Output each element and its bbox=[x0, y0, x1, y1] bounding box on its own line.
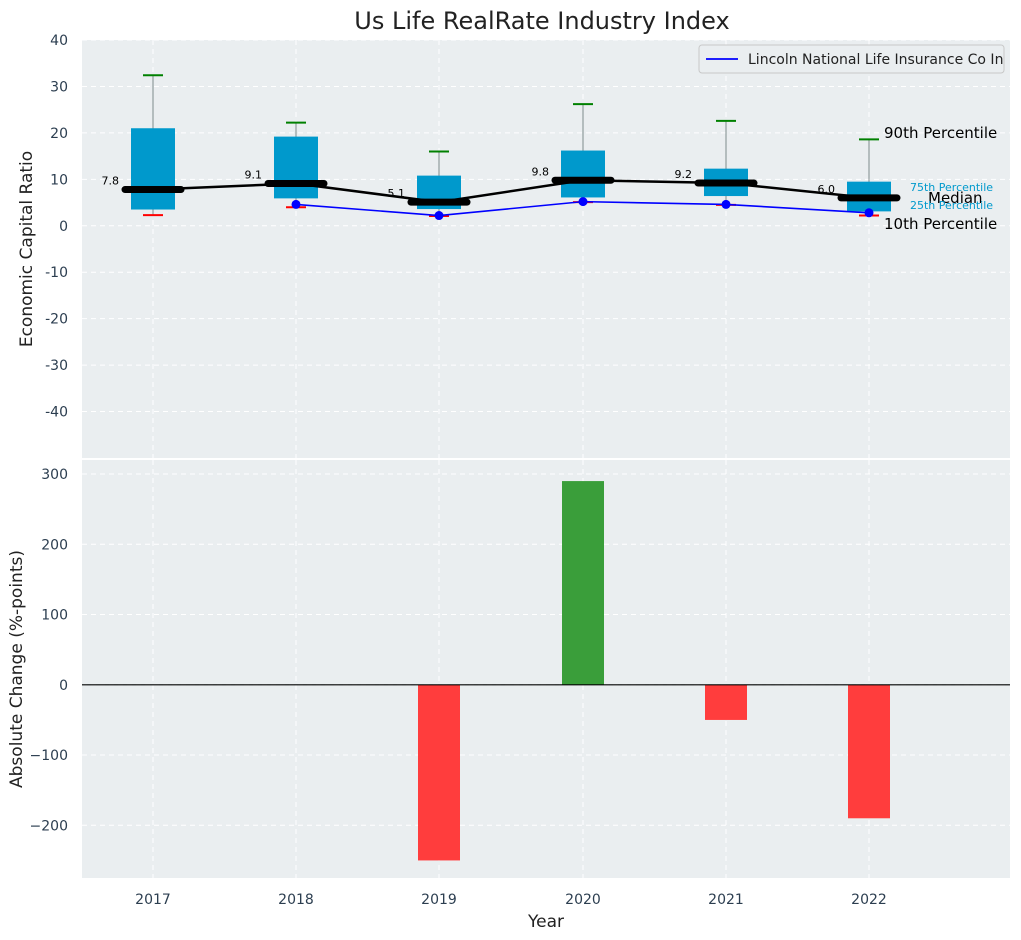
median-trend-line bbox=[152, 179, 870, 204]
bottom-y-tick-label: 100 bbox=[41, 608, 68, 624]
top-y-tick-labels: -40 -30 -20 -10 0 10 20 30 40 bbox=[45, 33, 68, 421]
bottom-y-tick-label: 0 bbox=[59, 678, 68, 694]
change-bar bbox=[705, 684, 747, 720]
change-bars bbox=[418, 481, 890, 861]
top-y-tick-label: 10 bbox=[50, 172, 68, 188]
series-point bbox=[864, 208, 874, 218]
x-tick-label: 2022 bbox=[851, 892, 887, 908]
bottom-y-tick-label: 300 bbox=[41, 467, 68, 483]
iqr-box bbox=[561, 150, 605, 198]
x-tick-label: 2017 bbox=[135, 892, 171, 908]
bottom-y-tick-label: −200 bbox=[30, 818, 68, 834]
median-value-label: 9.1 bbox=[245, 169, 263, 182]
top-y-tick-label: 20 bbox=[50, 126, 68, 142]
series-point bbox=[721, 199, 731, 209]
chart-title: Us Life RealRate Industry Index bbox=[354, 7, 729, 35]
change-bar bbox=[562, 481, 604, 685]
median-value-label: 9.8 bbox=[532, 165, 550, 178]
x-tick-labels: 2017 2018 2019 2020 2021 2022 bbox=[135, 892, 887, 908]
top-y-tick-label: 0 bbox=[59, 219, 68, 235]
bottom-y-tick-label: −100 bbox=[30, 748, 68, 764]
x-tick-label: 2020 bbox=[565, 892, 601, 908]
x-tick-label: 2019 bbox=[421, 892, 457, 908]
top-y-tick-label: -10 bbox=[45, 265, 68, 281]
top-grid bbox=[82, 39, 1010, 458]
median-line bbox=[152, 179, 870, 204]
top-y-axis-label: Economic Capital Ratio bbox=[17, 151, 37, 347]
percentile-annotations: 90th Percentile 75th Percentile Median 2… bbox=[884, 124, 997, 233]
top-y-tick-label: -20 bbox=[45, 312, 68, 328]
x-tick-label: 2021 bbox=[708, 892, 744, 908]
series-point bbox=[578, 197, 588, 207]
bottom-y-tick-labels: −200 −100 0 100 200 300 bbox=[30, 467, 68, 834]
top-y-tick-label: -40 bbox=[45, 405, 68, 421]
x-tick-label: 2018 bbox=[278, 892, 314, 908]
top-plot-area bbox=[82, 40, 1010, 458]
legend: Lincoln National Life Insurance Co In bbox=[698, 44, 1005, 74]
legend-box bbox=[698, 44, 1005, 74]
change-bar bbox=[418, 684, 460, 861]
top-y-tick-label: 40 bbox=[50, 33, 68, 49]
median-annotation: Median bbox=[928, 189, 983, 207]
series-point bbox=[291, 199, 301, 209]
x-axis-label: Year bbox=[527, 912, 564, 932]
bottom-y-axis-label: Absolute Change (%-points) bbox=[7, 550, 27, 788]
p25-annotation: 25th Percentile bbox=[910, 199, 993, 212]
p75-annotation: 75th Percentile bbox=[910, 181, 993, 194]
iqr-box bbox=[274, 136, 318, 199]
median-value-label: 9.2 bbox=[675, 168, 693, 181]
bottom-y-tick-label: 200 bbox=[41, 537, 68, 553]
iqr-box bbox=[131, 128, 175, 210]
p10-annotation: 10th Percentile bbox=[884, 215, 997, 233]
series-line bbox=[291, 197, 874, 221]
series-point bbox=[434, 211, 444, 221]
top-y-tick-label: 30 bbox=[50, 79, 68, 95]
legend-label: Lincoln National Life Insurance Co In bbox=[748, 52, 1003, 68]
top-y-tick-label: -30 bbox=[45, 358, 68, 374]
median-value-label: 7.8 bbox=[102, 175, 120, 188]
change-bar bbox=[848, 684, 890, 819]
p90-annotation: 90th Percentile bbox=[884, 124, 997, 142]
